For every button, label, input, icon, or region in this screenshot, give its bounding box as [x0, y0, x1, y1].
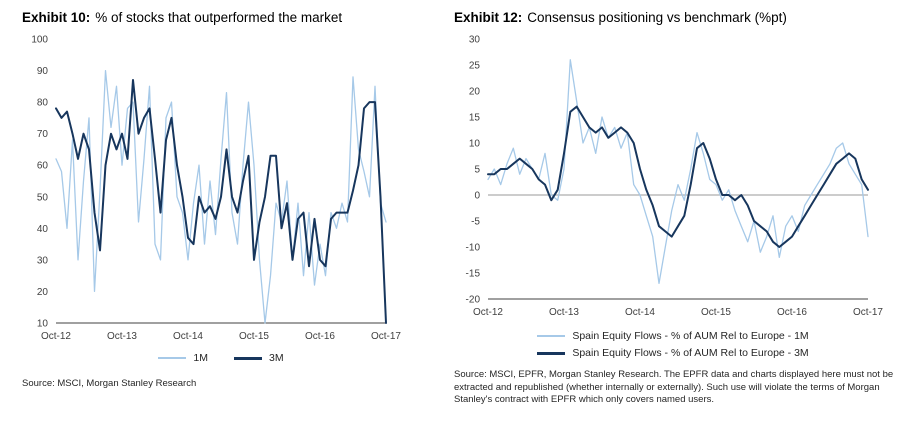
x-tick-label: Oct-13 [549, 307, 579, 318]
x-tick-label: Oct-14 [625, 307, 655, 318]
y-tick-label: 100 [31, 35, 48, 46]
x-tick-label: Oct-17 [853, 307, 883, 318]
exhibit-12-legend: Spain Equity Flows - % of AUM Rel to Eur… [452, 330, 894, 359]
legend-line-swatch [158, 357, 187, 359]
x-tick-label: Oct-15 [239, 331, 269, 342]
series-line-1m [487, 59, 869, 285]
series-line-3m [55, 79, 387, 324]
legend-item-3m: 3M [234, 352, 284, 364]
y-tick-label: 20 [37, 287, 49, 298]
y-tick-label: 20 [469, 87, 481, 98]
x-tick-label: Oct-13 [107, 331, 137, 342]
exhibit-10-title-text: % of stocks that outperformed the market [95, 10, 343, 25]
y-tick-label: -5 [471, 217, 480, 228]
exhibit-12-title: Exhibit 12: Consensus positioning vs benc… [454, 10, 894, 25]
y-tick-label: -10 [466, 243, 481, 254]
exhibit-10-label: Exhibit 10: [22, 10, 91, 25]
y-tick-label: -15 [466, 269, 481, 280]
y-tick-label: 30 [37, 255, 49, 266]
exhibit-10-legend: 1M 3M [20, 352, 422, 364]
y-tick-label: 0 [474, 191, 480, 202]
exhibit-12-label: Exhibit 12: [454, 10, 523, 25]
x-tick-label: Oct-15 [701, 307, 731, 318]
legend-item-1m: Spain Equity Flows - % of AUM Rel to Eur… [537, 330, 809, 342]
x-tick-label: Oct-17 [371, 331, 401, 342]
y-tick-label: -20 [466, 295, 481, 306]
x-tick-label: Oct-16 [305, 331, 335, 342]
y-tick-label: 30 [469, 35, 481, 46]
legend-line-swatch [537, 351, 566, 355]
x-tick-label: Oct-12 [41, 331, 71, 342]
y-tick-label: 60 [37, 161, 49, 172]
y-tick-label: 10 [37, 319, 49, 330]
legend-label: 1M [193, 352, 208, 364]
y-tick-label: 40 [37, 224, 49, 235]
exhibit-10-chart: 10 20 30 40 50 60 70 80 90 100 Oct-12 Oct-13 Oct-14 O… [31, 35, 401, 343]
legend-label: Spain Equity Flows - % of AUM Rel to Eur… [572, 330, 809, 342]
legend-label: 3M [269, 352, 284, 364]
exhibit-10-source: Source: MSCI, Morgan Stanley Research [22, 378, 197, 389]
exhibit-12-panel: Exhibit 12: Consensus positioning vs benc… [452, 8, 894, 407]
legend-line-swatch [234, 356, 262, 360]
y-tick-label: 80 [37, 98, 49, 109]
y-tick-label: 15 [469, 113, 481, 124]
exhibit-12-title-text: Consensus positioning vs benchmark (%pt) [527, 10, 787, 25]
exhibit-12-chart: -20 -15 -10 -5 0 5 10 15 20 25 30 Oct-12 Oct-13 Oct-1… [466, 35, 884, 319]
legend-item-1m: 1M [158, 352, 208, 364]
x-tick-label: Oct-16 [777, 307, 807, 318]
y-tick-label: 10 [469, 139, 481, 150]
y-tick-label: 50 [37, 192, 49, 203]
x-tick-label: Oct-12 [473, 307, 503, 318]
exhibit-12-source: Source: MSCI, EPFR, Morgan Stanley Resea… [454, 369, 894, 406]
legend-item-3m: Spain Equity Flows - % of AUM Rel to Eur… [537, 347, 809, 359]
x-tick-label: Oct-14 [173, 331, 203, 342]
y-tick-label: 5 [474, 165, 480, 176]
legend-label: Spain Equity Flows - % of AUM Rel to Eur… [572, 347, 809, 359]
exhibit-10-panel: Exhibit 10: % of stocks that outperformed… [20, 8, 422, 391]
y-tick-label: 90 [37, 66, 49, 77]
exhibit-10-title: Exhibit 10: % of stocks that outperformed… [22, 10, 422, 25]
series-line-1m [55, 69, 387, 324]
legend-line-swatch [537, 335, 566, 337]
y-tick-label: 25 [469, 61, 481, 72]
series-line-3m [487, 105, 869, 248]
y-tick-label: 70 [37, 129, 49, 140]
